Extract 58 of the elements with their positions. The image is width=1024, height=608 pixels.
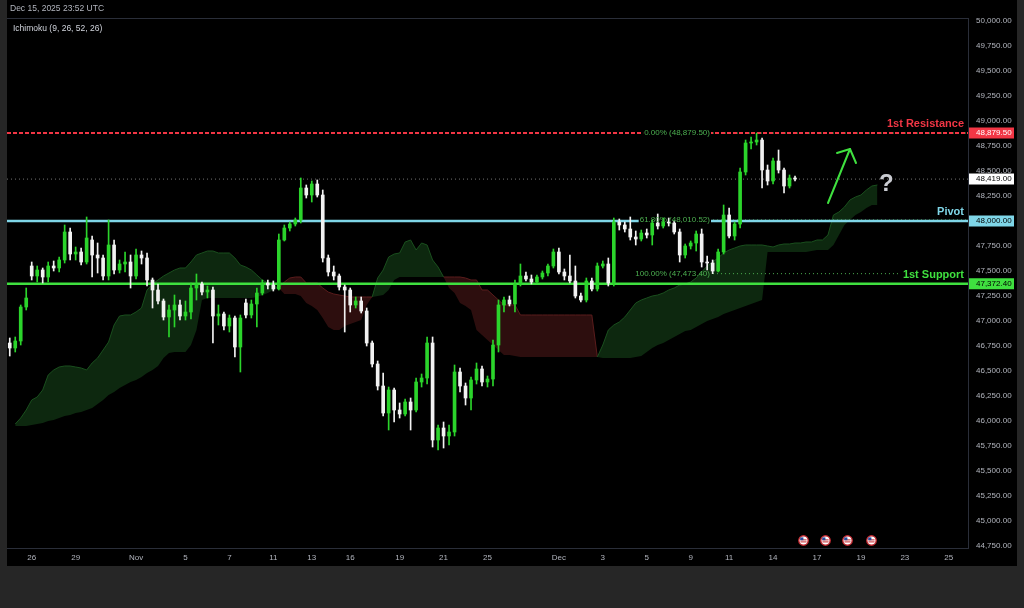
y-tick-label: 48,000.00	[976, 216, 1013, 226]
y-tick-label: 46,500.00	[976, 366, 1013, 376]
y-tick-label: 49,750.00	[976, 41, 1013, 51]
annotation: ?	[879, 169, 894, 196]
candlestick	[167, 304, 171, 338]
y-tick-label: 47,750.00	[976, 241, 1013, 251]
x-tick-label: 13	[307, 553, 317, 562]
y-tick-label: 48,250.00	[976, 191, 1013, 201]
y-tick-label: 47,000.00	[976, 316, 1013, 326]
x-tick-label: 5	[183, 553, 189, 562]
y-tick-label: 45,500.00	[976, 466, 1013, 476]
x-tick-label: 25	[483, 553, 493, 562]
text: Ichimoku (9, 26, 52, 26)	[13, 23, 103, 33]
x-tick-label: 25	[944, 553, 954, 562]
x-tick-label: 19	[395, 553, 405, 562]
x-tick-label: 19	[856, 553, 866, 562]
ref-line-label: 0.00% (48,879.50)	[644, 128, 711, 138]
y-tick-label: 46,750.00	[976, 341, 1013, 351]
y-tick-label: 47,372.40	[976, 278, 1013, 288]
y-tick-label: 49,000.00	[976, 116, 1013, 126]
ref-line-label: 1st Support	[902, 267, 965, 280]
y-tick-label: 49,250.00	[976, 91, 1013, 101]
chart-title: Dec 15, 2025 23:52 UTC	[10, 3, 105, 13]
x-tick-label: 11	[269, 553, 279, 562]
y-tick-label: 50,000.00	[976, 16, 1013, 26]
y-tick-label: 45,250.00	[976, 491, 1013, 501]
y-tick-label: 46,250.00	[976, 391, 1013, 401]
candlestick	[447, 424, 451, 446]
x-tick-label: 21	[439, 553, 449, 562]
y-tick-label: 48,750.00	[976, 141, 1013, 151]
x-tick-label: 23	[900, 553, 910, 562]
y-tick-label: 44,750.00	[976, 541, 1013, 551]
y-tick-label: 48,879.50	[976, 128, 1013, 138]
y-tick-label: 48,500.00	[976, 166, 1013, 176]
x-tick-label: 17	[812, 553, 822, 562]
x-tick-label: 29	[71, 553, 81, 562]
x-tick-label: 3	[600, 553, 606, 562]
y-tick-label: 47,500.00	[976, 266, 1013, 276]
ref-line-label: 1st Resistance	[886, 117, 964, 130]
x-tick-label: 7	[227, 553, 233, 562]
candlestick	[568, 254, 572, 284]
x-tick-label: 26	[27, 553, 37, 562]
ref-line-label: Pivot	[937, 205, 965, 218]
y-tick-label: 45,000.00	[976, 516, 1013, 526]
x-tick-label: 16	[345, 553, 356, 562]
x-tick-label: 5	[644, 553, 650, 562]
y-tick-label: 47,250.00	[976, 291, 1013, 301]
y-tick-label: 46,000.00	[976, 416, 1013, 426]
x-tick-label: 11	[724, 553, 734, 562]
ref-line-label: 100.00% (47,473.40)	[635, 268, 711, 278]
x-tick-label: 14	[768, 553, 779, 562]
y-tick-label: 45,750.00	[976, 441, 1013, 451]
candlestick	[342, 284, 347, 333]
x-tick-label: Nov	[128, 553, 144, 562]
y-tick-label: 49,500.00	[976, 66, 1013, 76]
x-tick-label: Dec	[551, 553, 567, 562]
y-tick-label: 48,419.00	[976, 174, 1013, 184]
x-tick-label: 9	[688, 553, 694, 562]
